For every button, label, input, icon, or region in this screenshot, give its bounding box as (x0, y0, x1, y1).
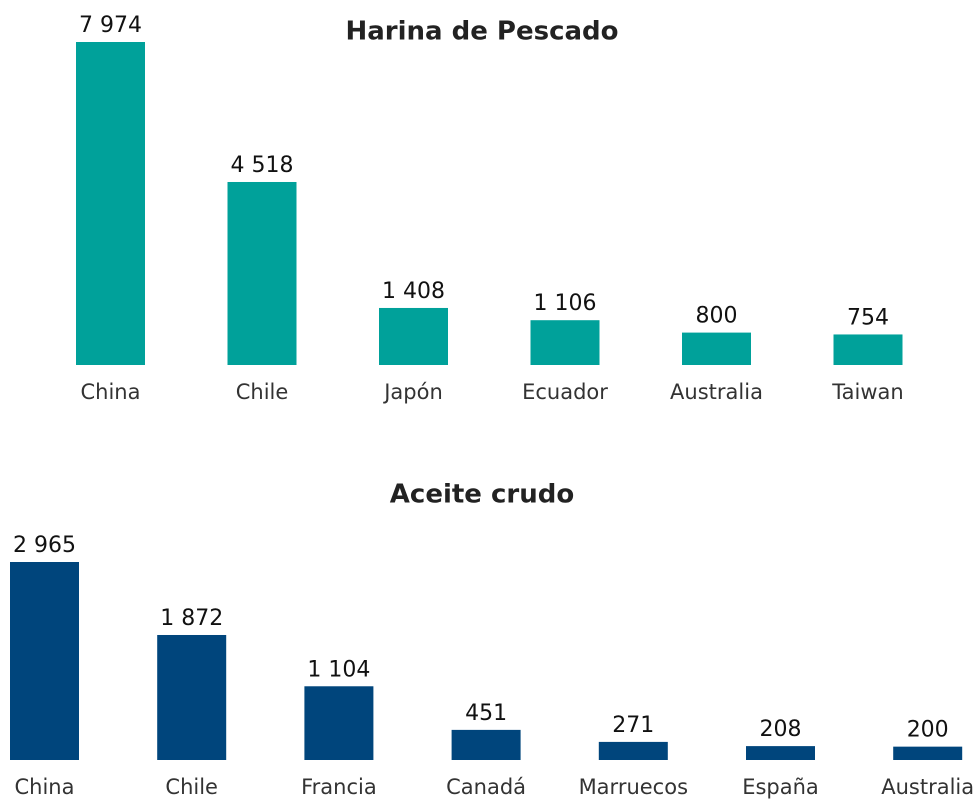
bar (746, 746, 815, 760)
category-label: Francia (301, 775, 377, 799)
bar (530, 320, 600, 365)
category-label: España (742, 775, 819, 799)
bar (157, 634, 227, 760)
bar (10, 562, 79, 760)
category-label: Chile (236, 380, 289, 404)
bar (893, 746, 963, 760)
bar (833, 334, 903, 365)
category-label: Ecuador (522, 380, 608, 404)
category-label: Australia (670, 380, 763, 404)
bar (451, 729, 521, 760)
category-label: Marruecos (579, 775, 688, 799)
category-label: Australia (881, 775, 974, 799)
value-label: 800 (696, 304, 738, 329)
value-label: 1 104 (307, 657, 370, 682)
value-label: 7 974 (79, 13, 142, 38)
category-label: China (15, 775, 75, 799)
category-label: Taiwan (831, 380, 903, 404)
bar (76, 42, 145, 365)
bar (227, 181, 297, 365)
chart-title: Harina de Pescado (345, 17, 618, 47)
bar (682, 332, 751, 365)
chart-title: Aceite crudo (390, 480, 574, 510)
value-label: 754 (847, 305, 889, 330)
category-label: Japón (382, 380, 443, 404)
category-label: China (81, 380, 141, 404)
value-label: 271 (612, 713, 654, 738)
value-label: 1 408 (382, 279, 445, 304)
bar (598, 741, 668, 760)
bar (304, 686, 374, 760)
value-label: 200 (907, 718, 949, 743)
category-label: Chile (165, 775, 218, 799)
value-label: 4 518 (231, 153, 294, 178)
value-label: 208 (760, 717, 802, 742)
value-label: 451 (465, 701, 507, 726)
value-label: 1 872 (160, 606, 223, 631)
bar (379, 307, 448, 365)
value-label: 1 106 (534, 291, 597, 316)
value-label: 2 965 (13, 533, 76, 558)
category-label: Canadá (446, 775, 526, 799)
